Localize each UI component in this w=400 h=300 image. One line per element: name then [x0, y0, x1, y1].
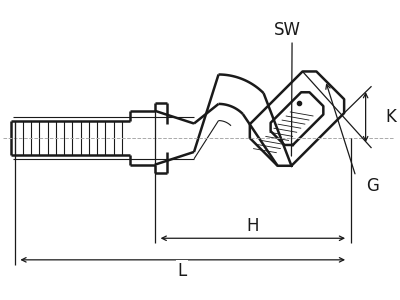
Text: SW: SW	[274, 21, 301, 39]
Text: H: H	[246, 218, 259, 236]
Text: K: K	[385, 108, 396, 126]
Text: L: L	[178, 262, 187, 280]
Text: G: G	[366, 177, 378, 195]
